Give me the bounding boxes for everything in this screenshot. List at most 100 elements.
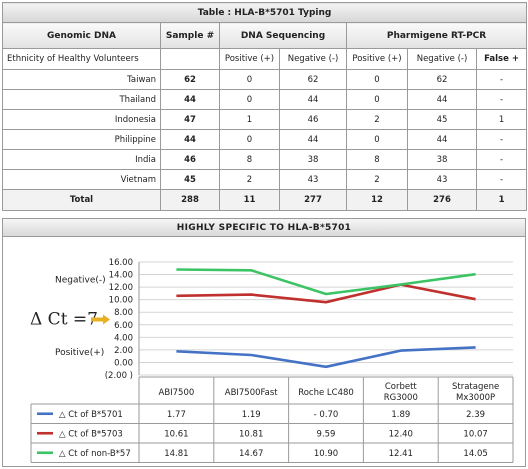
cell-ethnicity: Indonesia bbox=[2, 109, 161, 130]
cell-pcr-positive: 0 bbox=[346, 69, 408, 90]
data-label: 9.59 bbox=[317, 429, 336, 439]
cell-seq-positive: 8 bbox=[219, 149, 280, 170]
data-label: - 0.70 bbox=[314, 410, 339, 420]
y-tick-label: 2.00 bbox=[114, 346, 133, 356]
arrow-right-icon bbox=[91, 314, 110, 325]
cell-pcr-positive: 2 bbox=[346, 109, 408, 130]
cell-seq-positive: 2 bbox=[219, 169, 280, 190]
chart-panel: HIGHLY SPECIFIC TO HLA-B*5701 (2.00 ) 0.0… bbox=[2, 218, 526, 467]
cell-pcr-positive: 0 bbox=[346, 129, 408, 150]
subheader-ethnicity: Ethnicity of Healthy Volunteers bbox=[2, 48, 161, 70]
category-label: RG3000 bbox=[384, 393, 418, 403]
cell-sample: 45 bbox=[160, 169, 220, 190]
cell-seq-positive: 0 bbox=[219, 69, 280, 90]
y-tick-label: 16.00 bbox=[109, 258, 133, 268]
cell-seq-positive: 1 bbox=[219, 109, 280, 130]
cell-seq-negative: 43 bbox=[279, 169, 347, 190]
series-line-3 bbox=[176, 268, 476, 296]
cell-sample: 44 bbox=[160, 129, 220, 150]
category-label: Roche LC480 bbox=[298, 388, 354, 398]
data-label: 12.41 bbox=[389, 449, 413, 459]
cell-ethnicity: Taiwan bbox=[2, 69, 161, 90]
table-row: Taiwan 62 0 62 0 62- bbox=[2, 69, 528, 90]
cell-seq-negative: 46 bbox=[279, 109, 347, 130]
cell-false-positive: - bbox=[475, 69, 528, 90]
cell-sample: 46 bbox=[160, 149, 220, 170]
positive-annotation: Positive(+) bbox=[55, 348, 104, 358]
y-tick-label: 6.00 bbox=[114, 321, 133, 331]
subheader-seq-negative: Negative (-) bbox=[279, 48, 347, 70]
y-tick-label: 14.00 bbox=[109, 271, 133, 281]
cell-pcr-negative: 44 bbox=[407, 89, 477, 110]
total-sample: 288 bbox=[160, 189, 220, 211]
legend-label: △ Ct of B*5703 bbox=[59, 429, 123, 439]
cell-seq-positive: 0 bbox=[219, 89, 280, 110]
data-label: 10.61 bbox=[164, 429, 188, 439]
total-seq-negative: 277 bbox=[279, 189, 347, 211]
table-row-total: Total 288 11 277 12 276 1 bbox=[2, 189, 528, 211]
y-tick-label: 4.00 bbox=[114, 333, 133, 343]
total-label: Total bbox=[2, 189, 161, 211]
data-label: 10.81 bbox=[239, 429, 263, 439]
series-line-1 bbox=[176, 346, 476, 369]
cell-false-positive: - bbox=[475, 129, 528, 150]
cell-pcr-negative: 62 bbox=[407, 69, 477, 90]
total-false-positive: 1 bbox=[475, 189, 528, 211]
data-label: 1.19 bbox=[242, 410, 261, 420]
table-row: Indonesia 47 1 46 2 45 1 bbox=[2, 109, 528, 130]
hla-typing-table: Table : HLA-B*5701 Typing Genomic DNA Sa… bbox=[1, 2, 528, 211]
category-label: Stratagene bbox=[452, 382, 499, 392]
data-label: 1.77 bbox=[167, 410, 186, 420]
cell-ethnicity: India bbox=[2, 149, 161, 170]
total-seq-positive: 11 bbox=[219, 189, 280, 211]
table-row: Vietnam 45 2 43 2 43- bbox=[2, 169, 528, 190]
negative-annotation: Negative(-) bbox=[55, 276, 106, 286]
cell-false-positive: - bbox=[475, 169, 528, 190]
y-tick-label: 12.00 bbox=[109, 283, 133, 293]
subheader-pcr-positive: Positive (+) bbox=[346, 48, 408, 70]
cell-pcr-negative: 45 bbox=[407, 109, 477, 130]
y-tick-label: 8.00 bbox=[114, 308, 133, 318]
subheader-false-positive: False + bbox=[475, 48, 528, 70]
cell-pcr-negative: 38 bbox=[407, 149, 477, 170]
data-label: 14.67 bbox=[239, 449, 263, 459]
data-label: 14.05 bbox=[463, 449, 487, 459]
table-row: India 46 8 38 8 38- bbox=[2, 149, 528, 170]
header-genomic-dna: Genomic DNA bbox=[2, 22, 161, 49]
y-tick-label: 10.00 bbox=[109, 296, 133, 306]
data-label: 2.39 bbox=[466, 410, 485, 420]
cell-seq-negative: 62 bbox=[279, 69, 347, 90]
cell-seq-negative: 44 bbox=[279, 89, 347, 110]
total-pcr-positive: 12 bbox=[346, 189, 408, 211]
legend-label: △ Ct of B*5701 bbox=[59, 410, 123, 420]
cell-false-positive: 1 bbox=[475, 109, 528, 130]
cell-seq-negative: 44 bbox=[279, 129, 347, 150]
header-rt-pcr: Pharmigene RT-PCR bbox=[345, 22, 528, 49]
table-caption: Table : HLA-B*5701 Typing bbox=[1, 2, 528, 23]
series-line-2 bbox=[176, 283, 476, 304]
cell-false-positive: - bbox=[475, 89, 528, 110]
cell-ethnicity: Vietnam bbox=[2, 169, 161, 190]
cell-sample: 47 bbox=[160, 109, 220, 130]
category-label: ABI7500 bbox=[159, 388, 195, 398]
header-sample: Sample # bbox=[160, 22, 220, 49]
chart-title: HIGHLY SPECIFIC TO HLA-B*5701 bbox=[3, 219, 525, 237]
data-label: 10.90 bbox=[314, 449, 338, 459]
cell-sample: 44 bbox=[160, 89, 220, 110]
data-label: 14.81 bbox=[164, 449, 188, 459]
subheader-pcr-negative: Negative (-) bbox=[407, 48, 477, 70]
subheader-sample-blank bbox=[160, 48, 220, 70]
table-body: Taiwan 62 0 62 0 62- Thailand 44 0 44 0 44- Indonesi… bbox=[2, 69, 528, 190]
cell-seq-negative: 38 bbox=[279, 149, 347, 170]
cell-pcr-positive: 8 bbox=[346, 149, 408, 170]
data-label: 1.89 bbox=[391, 410, 410, 420]
data-label: 10.07 bbox=[463, 429, 487, 439]
cell-ethnicity: Philippine bbox=[2, 129, 161, 150]
y-tick-label: 0.00 bbox=[114, 358, 133, 368]
delta-ct-annotation: Δ Ct =7 bbox=[30, 310, 98, 330]
cell-pcr-negative: 44 bbox=[407, 129, 477, 150]
data-label: 12.40 bbox=[389, 429, 413, 439]
cell-sample: 62 bbox=[160, 69, 220, 90]
table-row: Thailand 44 0 44 0 44- bbox=[2, 89, 528, 110]
header-dna-sequencing: DNA Sequencing bbox=[219, 22, 347, 49]
